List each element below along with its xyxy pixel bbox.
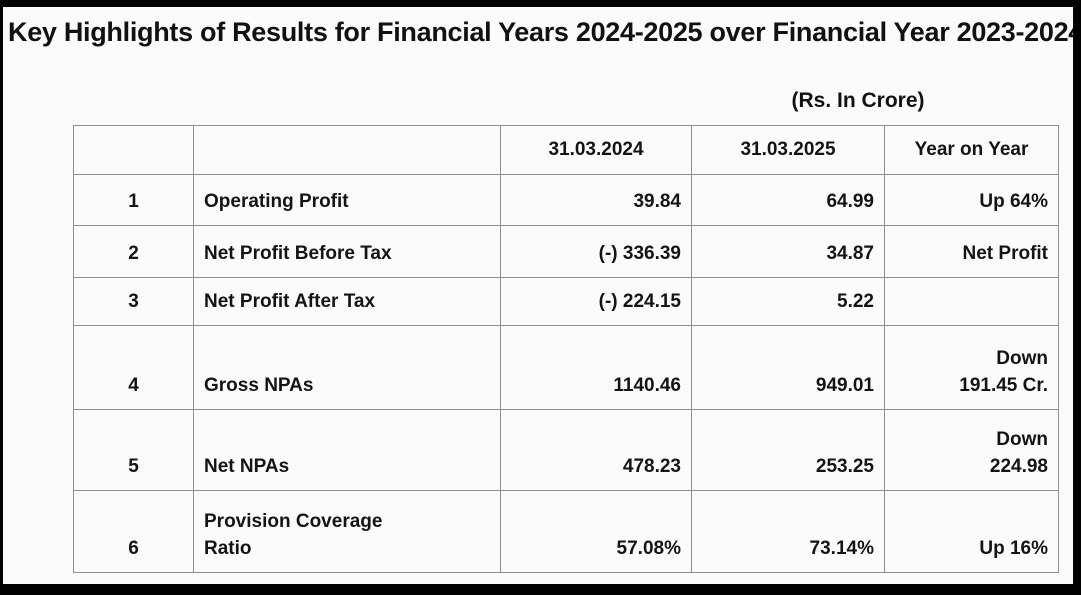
- table-row: 4 Gross NPAs 1140.46 949.01 Down 191.45 …: [73, 325, 1059, 410]
- fy2025-cell: 73.14%: [691, 490, 885, 573]
- particulars-cell: Gross NPAs: [193, 325, 501, 410]
- sno-cell: 6: [73, 490, 194, 573]
- fy2024-cell: 39.84: [500, 174, 692, 226]
- table-row: 1 Operating Profit 39.84 64.99 Up 64%: [73, 174, 1059, 226]
- sno-cell: 3: [73, 277, 194, 326]
- header-fy-2024: 31.03.2024: [500, 125, 692, 175]
- particulars-cell: Net Profit After Tax: [193, 277, 501, 326]
- fy2025-cell: 253.25: [691, 409, 885, 491]
- yoy-cell: [884, 277, 1059, 326]
- particulars-cell: Operating Profit: [193, 174, 501, 226]
- fy2024-cell: 1140.46: [500, 325, 692, 410]
- sno-cell: 2: [73, 225, 194, 278]
- header-sno: [73, 125, 194, 175]
- fy2024-cell: (-) 224.15: [500, 277, 692, 326]
- particulars-cell: Net Profit Before Tax: [193, 225, 501, 278]
- sno-cell: 4: [73, 325, 194, 410]
- header-particulars: [193, 125, 501, 175]
- table-row: 3 Net Profit After Tax (-) 224.15 5.22: [73, 277, 1059, 326]
- table-row: 5 Net NPAs 478.23 253.25 Down 224.98: [73, 409, 1059, 491]
- sno-cell: 1: [73, 174, 194, 226]
- yoy-cell: Up 16%: [884, 490, 1059, 573]
- fy2025-cell: 34.87: [691, 225, 885, 278]
- particulars-cell: Net NPAs: [193, 409, 501, 491]
- header-yoy: Year on Year: [884, 125, 1059, 175]
- results-table: 31.03.2024 31.03.2025 Year on Year 1 Ope…: [73, 125, 1059, 573]
- yoy-cell: Down 191.45 Cr.: [884, 325, 1059, 410]
- fy2024-cell: 478.23: [500, 409, 692, 491]
- fy2024-cell: (-) 336.39: [500, 225, 692, 278]
- yoy-cell: Net Profit: [884, 225, 1059, 278]
- fy2025-cell: 5.22: [691, 277, 885, 326]
- yoy-cell: Down 224.98: [884, 409, 1059, 491]
- fy2025-cell: 64.99: [691, 174, 885, 226]
- fy2024-cell: 57.08%: [500, 490, 692, 573]
- yoy-cell: Up 64%: [884, 174, 1059, 226]
- table-header-row: 31.03.2024 31.03.2025 Year on Year: [73, 125, 1059, 175]
- table-row: 6 Provision Coverage Ratio 57.08% 73.14%…: [73, 490, 1059, 573]
- particulars-cell: Provision Coverage Ratio: [193, 490, 501, 573]
- sno-cell: 5: [73, 409, 194, 491]
- table-row: 2 Net Profit Before Tax (-) 336.39 34.87…: [73, 225, 1059, 278]
- fy2025-cell: 949.01: [691, 325, 885, 410]
- currency-unit-note: (Rs. In Crore): [791, 89, 925, 112]
- header-fy-2025: 31.03.2025: [691, 125, 885, 175]
- page-title: Key Highlights of Results for Financial …: [8, 17, 1081, 47]
